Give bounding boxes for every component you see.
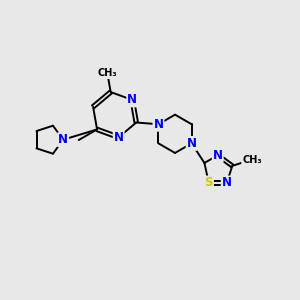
Text: S: S [205,176,213,190]
Text: CH₃: CH₃ [242,154,262,164]
Text: N: N [154,118,164,131]
Text: N: N [127,93,137,106]
Text: N: N [213,149,223,162]
Text: N: N [114,131,124,144]
Text: N: N [58,133,68,146]
Text: N: N [222,176,232,190]
Text: CH₃: CH₃ [98,68,117,78]
Text: N: N [187,137,196,150]
